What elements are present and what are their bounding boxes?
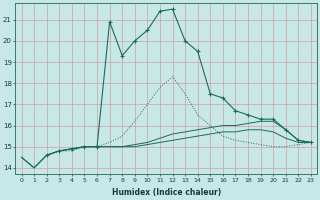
X-axis label: Humidex (Indice chaleur): Humidex (Indice chaleur): [112, 188, 221, 197]
